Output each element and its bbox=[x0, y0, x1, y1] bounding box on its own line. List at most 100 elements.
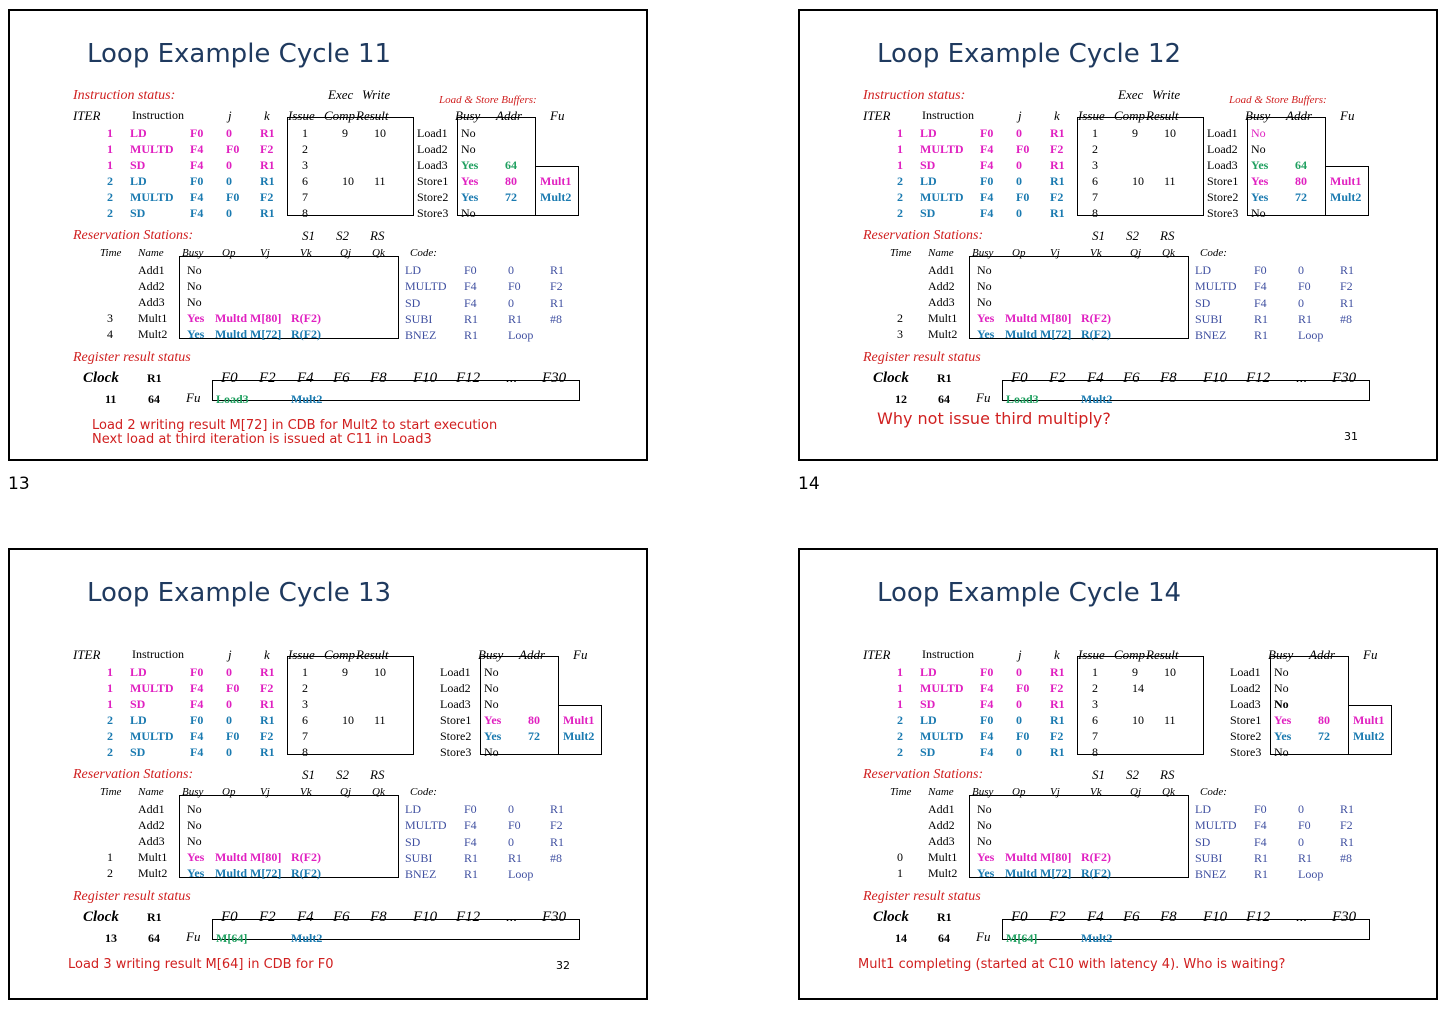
op-header: Op bbox=[222, 786, 236, 798]
code-cell: MULTD bbox=[405, 818, 447, 832]
vj-header: Vj bbox=[260, 786, 270, 798]
buffer-addr: 72 bbox=[505, 190, 517, 204]
rs-vj: M[72] bbox=[1040, 327, 1072, 341]
instr-k: F2 bbox=[260, 681, 274, 695]
rs-op: Multd bbox=[215, 327, 248, 341]
write-header: Write bbox=[362, 87, 391, 102]
rs-vk: R(F2) bbox=[291, 850, 321, 864]
code-cell: F0 bbox=[508, 279, 521, 293]
buffer-busy: No bbox=[1251, 142, 1266, 156]
reg-header: F10 bbox=[413, 909, 438, 925]
vk-header: Vk bbox=[1090, 786, 1102, 798]
code-cell: 0 bbox=[508, 296, 514, 310]
instr-iter: 2 bbox=[897, 745, 903, 759]
code-cell: F0 bbox=[1298, 279, 1311, 293]
buffer-busy: No bbox=[484, 665, 499, 679]
issue-header: Issue bbox=[288, 647, 315, 662]
busy-header: Busy bbox=[478, 647, 504, 662]
code-cell: F4 bbox=[1254, 835, 1267, 849]
name-header: Name bbox=[928, 247, 954, 259]
instr-iter: 2 bbox=[107, 190, 113, 204]
instr-dest: F0 bbox=[190, 126, 204, 140]
comp-header: Comp bbox=[324, 108, 356, 123]
addr-header: Addr bbox=[1286, 108, 1312, 123]
code-cell: R1 bbox=[1254, 328, 1269, 342]
code-cell: 0 bbox=[1298, 802, 1304, 816]
instr-k: R1 bbox=[1050, 174, 1065, 188]
qk-header: Qk bbox=[372, 786, 385, 798]
instr-op: MULTD bbox=[130, 681, 174, 695]
issue-header: Issue bbox=[288, 108, 315, 123]
reg-header: F4 bbox=[1087, 909, 1104, 925]
k-header: k bbox=[1054, 108, 1060, 123]
instr-k: R1 bbox=[260, 665, 275, 679]
rs-busy: Yes bbox=[187, 866, 205, 880]
instr-dest: F4 bbox=[980, 190, 994, 204]
reg-header: F2 bbox=[1049, 370, 1066, 386]
code-cell: MULTD bbox=[1195, 279, 1237, 293]
instr-issue: 1 bbox=[302, 665, 308, 679]
instr-iter: 1 bbox=[107, 665, 113, 679]
name-header: Name bbox=[138, 247, 164, 259]
instruction-status-box bbox=[287, 656, 414, 755]
rs-op: Multd bbox=[1005, 866, 1038, 880]
instr-j: 0 bbox=[226, 713, 232, 727]
time-header: Time bbox=[100, 247, 122, 259]
instr-comp: 9 bbox=[1132, 126, 1138, 140]
buffer-addr: 72 bbox=[1318, 729, 1330, 743]
instr-result: 10 bbox=[374, 126, 386, 140]
instr-j: F0 bbox=[1016, 681, 1030, 695]
buffer-addr: 80 bbox=[528, 713, 540, 727]
instr-issue: 1 bbox=[1092, 126, 1098, 140]
instr-op: SD bbox=[130, 745, 146, 759]
vk-header: Vk bbox=[300, 786, 312, 798]
instr-j: 0 bbox=[1016, 126, 1022, 140]
code-cell: R1 bbox=[1254, 851, 1269, 865]
instr-issue: 3 bbox=[302, 697, 308, 711]
buffer-name: Store2 bbox=[417, 190, 449, 204]
fu-header: Fu bbox=[1340, 108, 1355, 123]
s1-header: S1 bbox=[1092, 228, 1105, 243]
buffer-name: Load2 bbox=[1207, 142, 1238, 156]
buffer-name: Load1 bbox=[440, 665, 471, 679]
fu-header: Fu bbox=[573, 647, 588, 662]
instr-iter: 2 bbox=[107, 729, 113, 743]
iter-header: ITER bbox=[863, 647, 891, 662]
instr-op: SD bbox=[130, 158, 146, 172]
code-cell: Loop bbox=[1298, 328, 1324, 342]
instr-op: SD bbox=[130, 697, 146, 711]
reservation-stations-label: Reservation Stations: bbox=[863, 228, 984, 243]
instr-op: SD bbox=[130, 206, 146, 220]
code-cell: R1 bbox=[1298, 851, 1313, 865]
j-header: j bbox=[228, 647, 232, 662]
code-cell: LD bbox=[405, 802, 421, 816]
s2-header: S2 bbox=[336, 228, 349, 243]
code-cell: BNEZ bbox=[405, 867, 437, 881]
reg-f0-value: M[64] bbox=[216, 931, 248, 945]
vk-header: Vk bbox=[1090, 247, 1102, 259]
reg-header: F0 bbox=[1011, 370, 1028, 386]
slide-title: Loop Example Cycle 14 bbox=[877, 578, 1182, 608]
code-cell: R1 bbox=[464, 312, 479, 326]
instr-k: F2 bbox=[1050, 142, 1064, 156]
instr-j: 0 bbox=[226, 206, 232, 220]
buffers-fu-box bbox=[535, 166, 579, 216]
rs-op: Multd bbox=[215, 311, 248, 325]
buffer-name: Load3 bbox=[440, 697, 471, 711]
instr-dest: F4 bbox=[190, 190, 204, 204]
rs-header: RS bbox=[1160, 228, 1175, 243]
rs-name: Mult2 bbox=[928, 327, 958, 341]
instr-j: 0 bbox=[1016, 174, 1022, 188]
slide-title: Loop Example Cycle 13 bbox=[87, 578, 392, 608]
buffer-addr: 64 bbox=[1295, 158, 1307, 172]
name-header: Name bbox=[138, 786, 164, 798]
reg-header: F0 bbox=[221, 370, 238, 386]
buffer-busy: No bbox=[1274, 745, 1289, 759]
reg-header: F6 bbox=[333, 909, 350, 925]
rs-vj: M[72] bbox=[250, 327, 282, 341]
r1-header: R1 bbox=[937, 910, 952, 924]
instr-k: R1 bbox=[260, 158, 275, 172]
s2-header: S2 bbox=[336, 767, 349, 782]
buffer-name: Load1 bbox=[417, 126, 448, 140]
code-label: Code: bbox=[1200, 247, 1227, 259]
